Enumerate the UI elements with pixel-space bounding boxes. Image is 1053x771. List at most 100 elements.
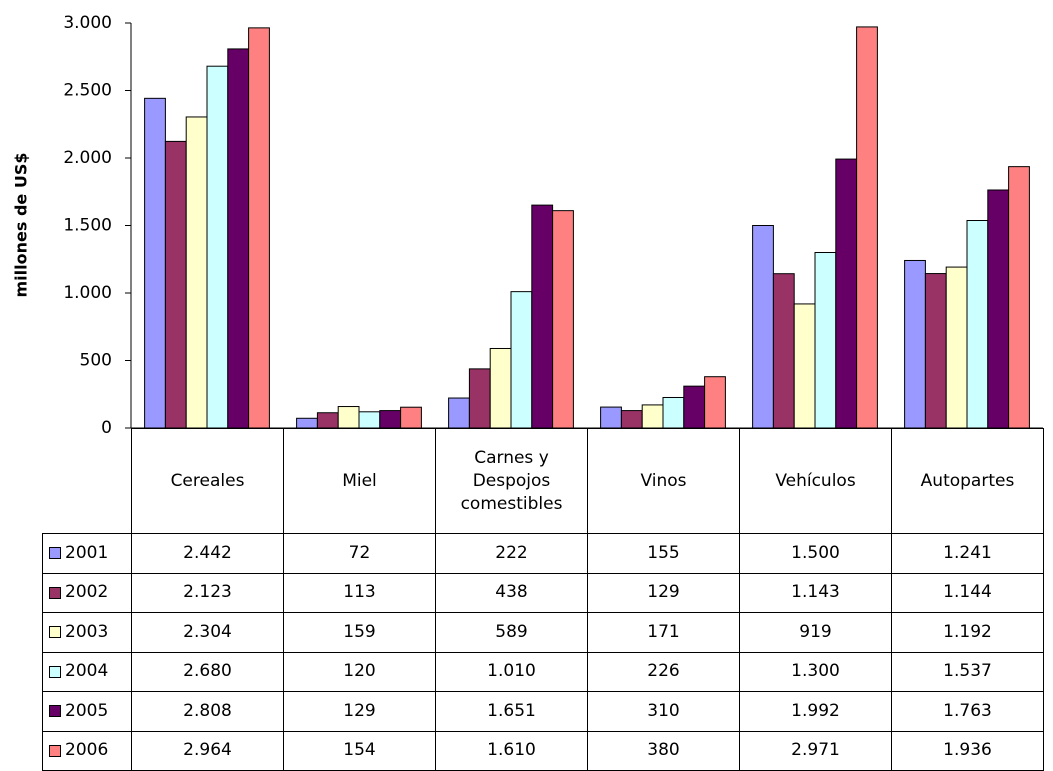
value-cell: 589: [435, 612, 588, 653]
value-cell: 1.500: [739, 533, 892, 574]
bar: [945, 266, 968, 429]
legend-label: 2003: [65, 621, 109, 642]
value-cell: 1.144: [891, 572, 1044, 613]
bar: [185, 116, 208, 429]
bar: [1008, 166, 1030, 429]
legend-cell: 2001: [42, 533, 132, 574]
value-cell: 129: [587, 572, 740, 613]
bar: [531, 204, 554, 429]
value-cell: 154: [283, 730, 436, 771]
value-cell: 129: [283, 691, 436, 732]
value-cell: 226: [587, 651, 740, 692]
value-cell: 2.442: [131, 533, 284, 574]
bar: [772, 273, 795, 429]
legend-label: 2002: [65, 582, 109, 603]
value-cell: 1.010: [435, 651, 588, 692]
bar: [662, 396, 685, 429]
bar: [448, 397, 470, 429]
value-cell: 1.537: [891, 651, 1044, 692]
bar: [552, 210, 574, 429]
y-tick-label: 2.500: [63, 81, 112, 101]
value-cell: 2.304: [131, 612, 284, 653]
value-cell: 438: [435, 572, 588, 613]
legend-cell: 2006: [42, 730, 132, 771]
bar: [296, 417, 318, 429]
bar: [704, 376, 726, 429]
value-cell: 2.680: [131, 651, 284, 692]
category-cell: Carnes y Despojos comestibles: [435, 428, 588, 534]
legend-swatch: [49, 665, 61, 678]
legend-label: 2004: [65, 661, 109, 682]
legend-label: 2001: [65, 542, 109, 563]
value-cell: 159: [283, 612, 436, 653]
bar: [468, 368, 491, 429]
y-tick-label: 0: [101, 418, 112, 438]
y-axis-title: millones de US$: [12, 153, 31, 298]
bar: [814, 252, 837, 429]
bar: [144, 97, 166, 429]
category-cell: Vehículos: [739, 428, 892, 534]
value-cell: 1.143: [739, 572, 892, 613]
bar: [924, 273, 947, 429]
value-cell: 1.992: [739, 691, 892, 732]
value-cell: 2.964: [131, 730, 284, 771]
bar: [400, 406, 422, 429]
legend-swatch: [49, 705, 61, 718]
legend-cell: 2003: [42, 612, 132, 653]
legend-cell: 2004: [42, 651, 132, 692]
bar: [337, 406, 360, 429]
bar: [752, 225, 774, 429]
value-cell: 1.300: [739, 651, 892, 692]
y-tick-label: 500: [80, 351, 112, 371]
value-cell: 155: [587, 533, 740, 574]
bar: [206, 65, 229, 429]
y-tick-label: 3.000: [63, 13, 112, 33]
bar: [248, 27, 270, 429]
value-cell: 113: [283, 572, 436, 613]
value-cell: 919: [739, 612, 892, 653]
bar: [966, 220, 989, 429]
value-cell: 2.971: [739, 730, 892, 771]
legend-swatch: [49, 586, 61, 599]
bar: [164, 140, 187, 429]
value-cell: 2.123: [131, 572, 284, 613]
bar: [379, 410, 402, 429]
value-cell: 1.763: [891, 691, 1044, 732]
legend-swatch: [49, 547, 61, 560]
bar: [510, 291, 533, 429]
value-cell: 120: [283, 651, 436, 692]
value-cell: 1.610: [435, 730, 588, 771]
category-cell: Vinos: [587, 428, 740, 534]
bar: [358, 411, 381, 429]
bar: [793, 303, 816, 429]
legend-label: 2005: [65, 700, 109, 721]
category-cell: Autopartes: [891, 428, 1044, 534]
value-cell: 380: [587, 730, 740, 771]
y-tick-label: 1.500: [63, 216, 112, 236]
bar: [316, 412, 339, 429]
bar: [489, 347, 512, 429]
bar: [904, 259, 926, 429]
category-cell: Miel: [283, 428, 436, 534]
category-cell: Cereales: [131, 428, 284, 534]
bar: [856, 26, 878, 429]
value-cell: 310: [587, 691, 740, 732]
value-cell: 222: [435, 533, 588, 574]
bar: [600, 406, 622, 429]
value-cell: 72: [283, 533, 436, 574]
bar: [620, 410, 643, 429]
legend-label: 2006: [65, 740, 109, 761]
bar: [835, 158, 858, 429]
value-cell: 1.192: [891, 612, 1044, 653]
value-cell: 1.241: [891, 533, 1044, 574]
value-cell: 1.651: [435, 691, 588, 732]
y-tick-label: 2.000: [63, 148, 112, 168]
bar: [641, 404, 664, 429]
y-tick-label: 1.000: [63, 283, 112, 303]
legend-swatch: [49, 626, 61, 639]
legend-cell: 2002: [42, 572, 132, 613]
value-cell: 1.936: [891, 730, 1044, 771]
legend-swatch: [49, 744, 61, 757]
